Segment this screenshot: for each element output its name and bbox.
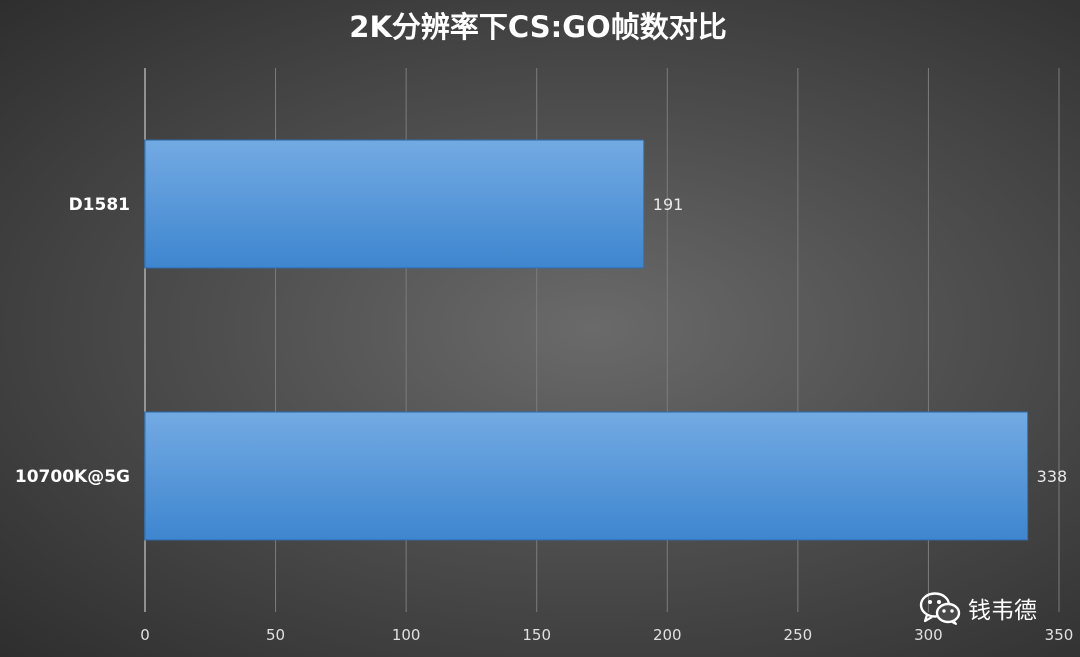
x-tick-label: 50 (266, 626, 285, 644)
bars (144, 139, 1029, 541)
value-label: 338 (1037, 467, 1068, 486)
value-label: 191 (653, 195, 684, 214)
x-tick-label: 150 (522, 626, 551, 644)
value-labels: 191 338 (653, 195, 1067, 486)
category-label: D1581 (69, 195, 130, 215)
x-tick-label: 250 (784, 626, 813, 644)
bar-1 (144, 411, 1029, 541)
x-tick-label: 300 (914, 626, 943, 644)
watermark: 钱韦德 (918, 590, 1037, 626)
bar-0 (144, 139, 645, 269)
x-tick-label: 200 (653, 626, 682, 644)
x-tick-label: 0 (140, 626, 150, 644)
wechat-icon (919, 592, 961, 625)
chart-title: 2K分辨率下CS:GO帧数对比 (349, 10, 726, 44)
category-labels: D1581 10700K@5G (15, 195, 130, 487)
watermark-text: 钱韦德 (968, 598, 1037, 624)
x-tick-label: 100 (392, 626, 421, 644)
x-tick-labels: 0 50 100 150 200 250 300 350 (140, 626, 1073, 644)
x-tick-label: 350 (1045, 626, 1074, 644)
category-label: 10700K@5G (15, 467, 130, 487)
